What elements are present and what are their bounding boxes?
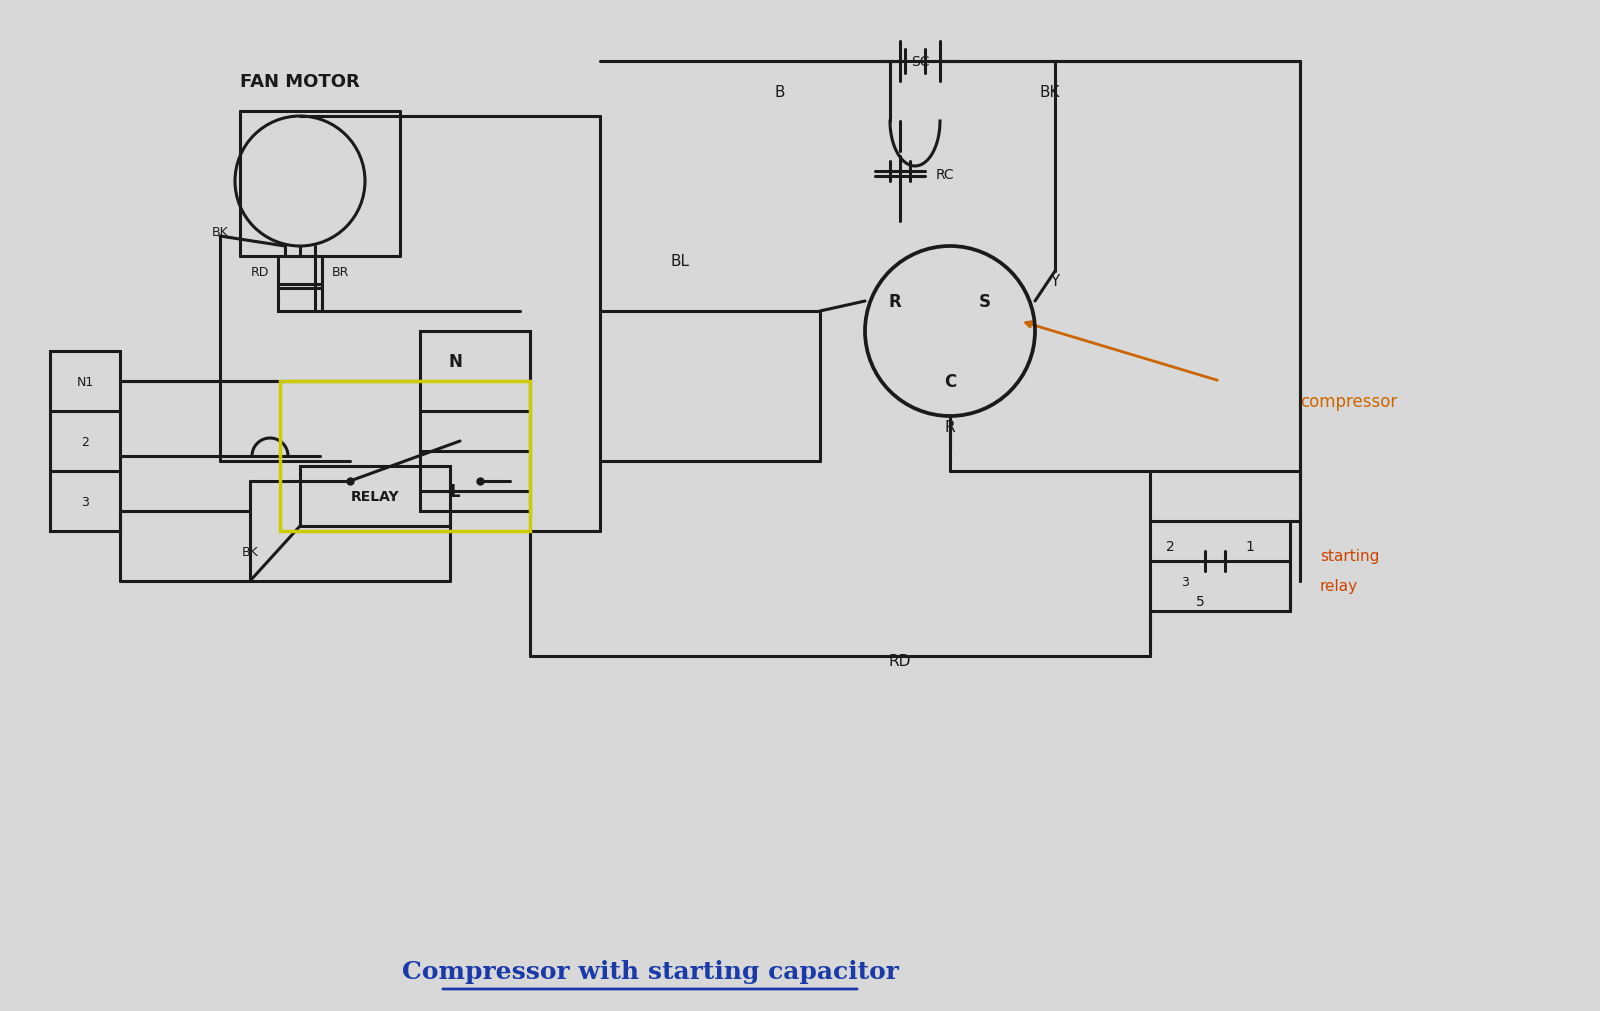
Bar xyxy=(1150,522,1290,612)
Text: C: C xyxy=(944,373,957,390)
Text: Y: Y xyxy=(1050,274,1059,289)
Text: 1: 1 xyxy=(1245,540,1254,553)
Text: N: N xyxy=(448,353,462,371)
Text: compressor: compressor xyxy=(1299,392,1397,410)
Text: BR: BR xyxy=(331,265,349,278)
Text: 5: 5 xyxy=(1195,594,1205,609)
Text: 3: 3 xyxy=(1181,575,1189,588)
Text: 3: 3 xyxy=(82,495,90,508)
Text: RELAY: RELAY xyxy=(350,489,400,503)
Bar xyxy=(280,381,530,532)
Text: 2: 2 xyxy=(1166,540,1174,553)
Text: BL: BL xyxy=(670,254,690,269)
Text: 2: 2 xyxy=(82,435,90,448)
Text: RC: RC xyxy=(936,168,954,182)
Text: RD: RD xyxy=(251,265,269,278)
Text: L: L xyxy=(450,482,461,500)
Bar xyxy=(301,466,450,527)
Bar xyxy=(278,257,322,311)
Text: BK: BK xyxy=(242,545,258,558)
Text: Compressor with starting capacitor: Compressor with starting capacitor xyxy=(402,959,899,983)
Text: FAN MOTOR: FAN MOTOR xyxy=(240,73,360,91)
Text: R: R xyxy=(944,420,955,434)
Text: RD: RD xyxy=(890,654,910,669)
Text: BK: BK xyxy=(211,225,229,239)
Text: N1: N1 xyxy=(77,375,94,388)
Text: relay: relay xyxy=(1320,579,1358,593)
Bar xyxy=(50,352,120,532)
Bar xyxy=(421,332,530,512)
Text: R: R xyxy=(888,293,901,310)
Text: S: S xyxy=(979,293,990,310)
Text: B: B xyxy=(774,84,786,99)
Text: BK: BK xyxy=(1040,84,1061,99)
Text: SC: SC xyxy=(910,55,930,69)
Text: starting: starting xyxy=(1320,549,1379,564)
